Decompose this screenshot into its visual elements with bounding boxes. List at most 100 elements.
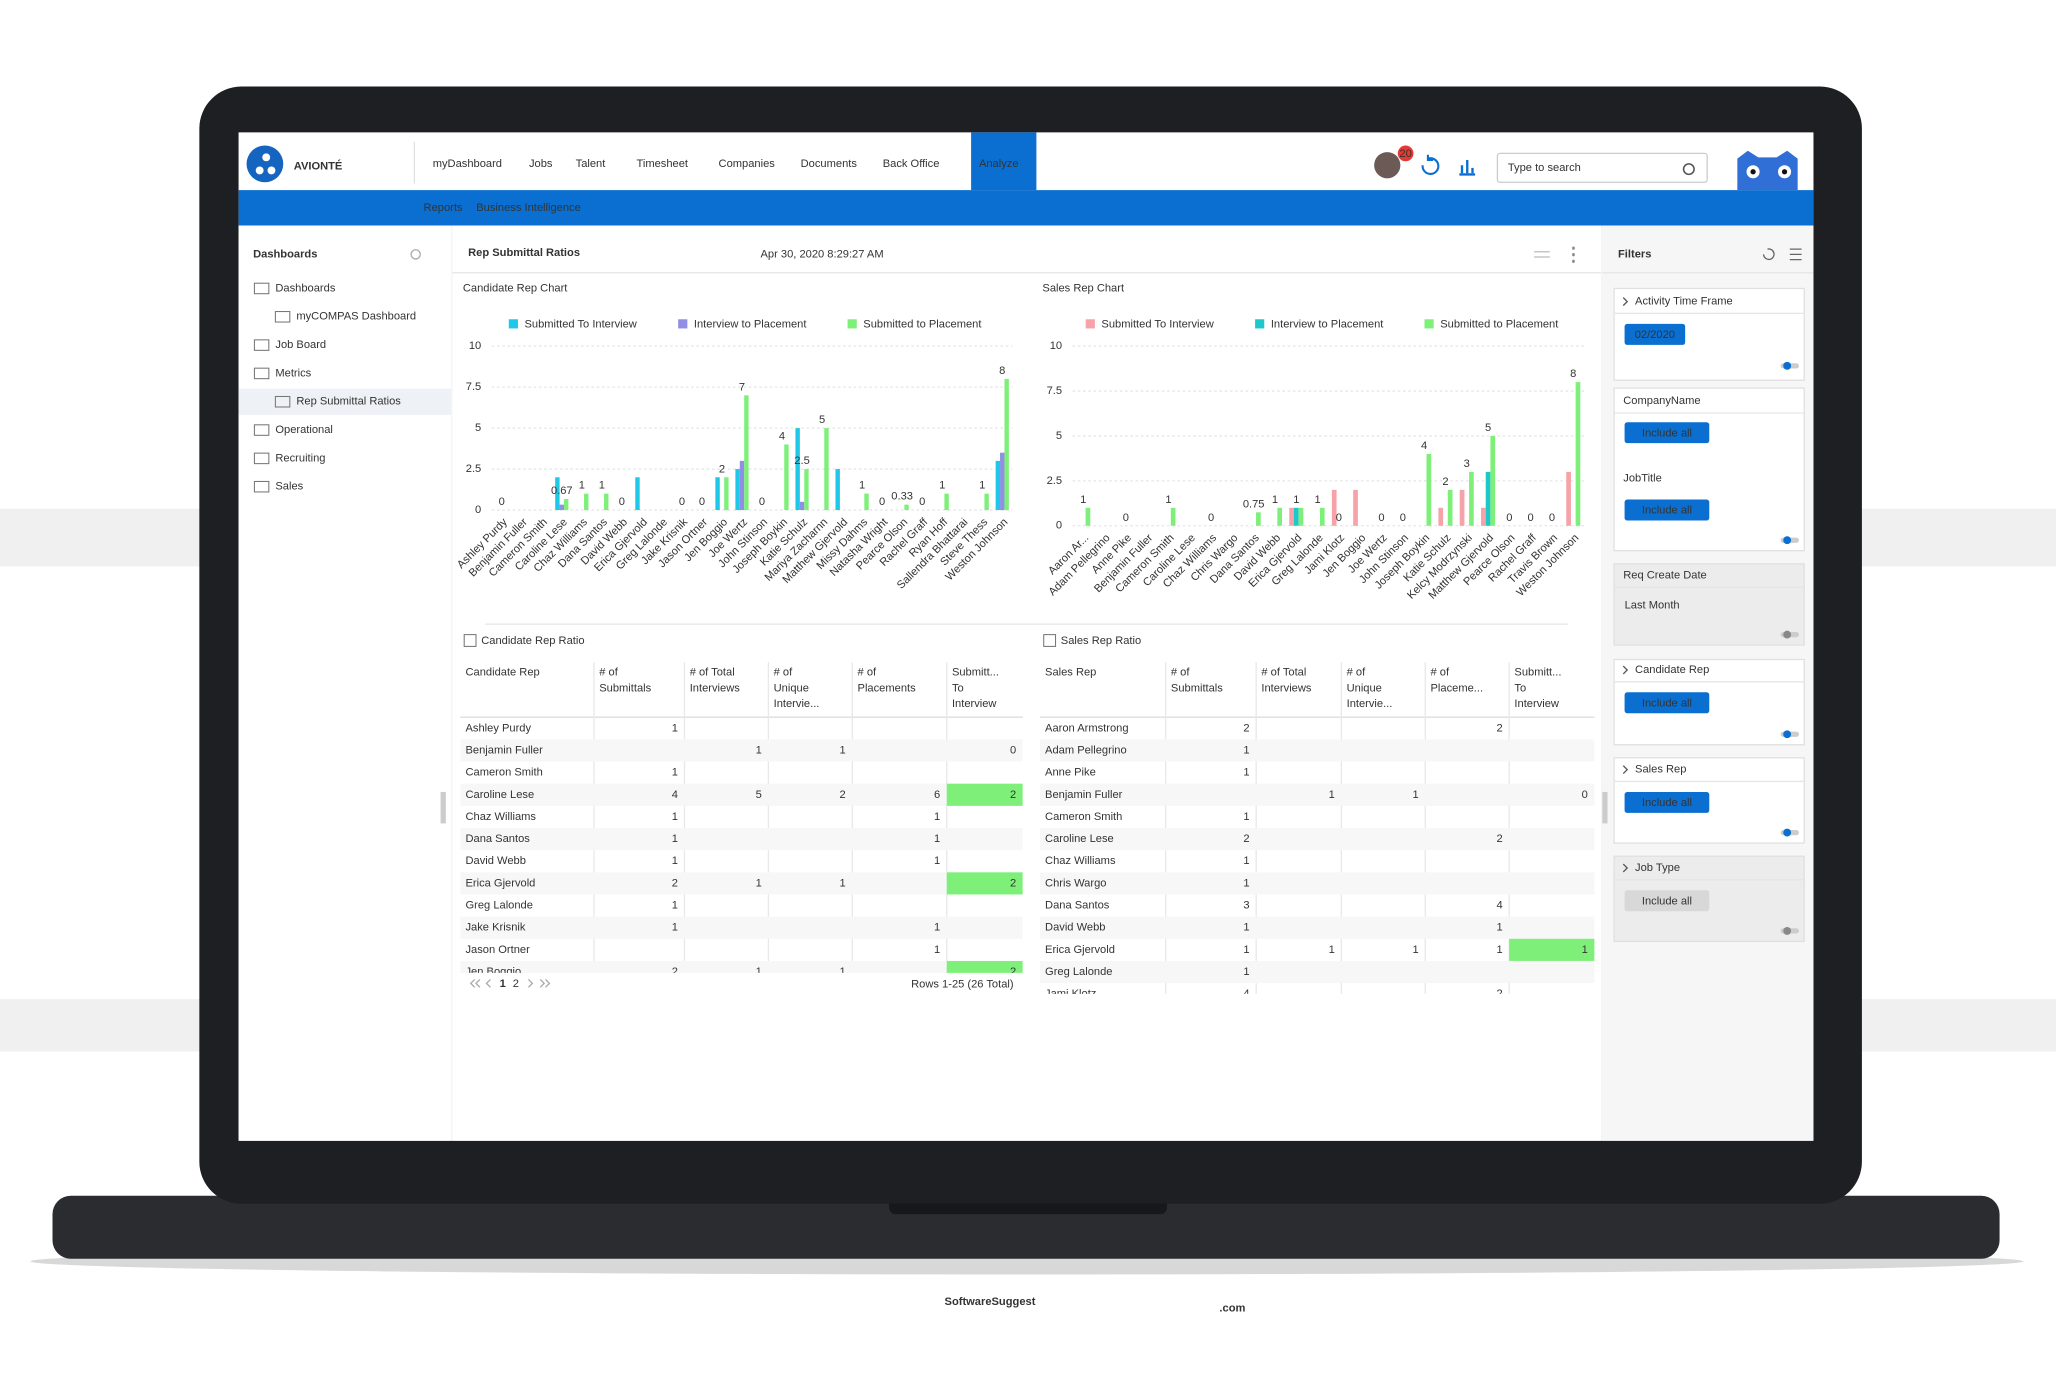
bar xyxy=(864,493,869,511)
filter-chip[interactable] xyxy=(1624,791,1710,813)
data-label: 0 xyxy=(1400,512,1406,524)
cell-value: 1 xyxy=(934,855,940,867)
sidebar-search-icon[interactable] xyxy=(410,249,421,260)
sidebar-item[interactable]: Sales xyxy=(275,481,303,493)
sidebar-item[interactable]: myCOMPAS Dashboard xyxy=(296,311,416,323)
y-tick-label: 7.5 xyxy=(1047,385,1062,397)
sidebar-item[interactable]: Job Board xyxy=(275,339,326,351)
toggle-knob[interactable] xyxy=(1783,926,1792,935)
logo-text: AVIONTÉ xyxy=(294,159,343,172)
table-icon xyxy=(463,634,477,647)
table-icon xyxy=(1043,634,1057,647)
bar xyxy=(1438,507,1444,526)
filter-chip[interactable] xyxy=(1624,499,1710,521)
cell-value: 2 xyxy=(1496,722,1502,734)
sidebar-item[interactable]: Operational xyxy=(275,424,333,436)
search-box[interactable] xyxy=(1496,152,1708,183)
filter-chip[interactable] xyxy=(1624,422,1710,444)
subnav-item[interactable]: Reports xyxy=(424,202,463,214)
data-label: 0 xyxy=(679,496,685,508)
toggle-knob[interactable] xyxy=(1783,361,1792,370)
menu-item[interactable]: Documents xyxy=(801,158,858,170)
menu-item[interactable]: Timesheet xyxy=(636,158,688,170)
data-label: 7 xyxy=(739,381,745,393)
column-header: # of Total xyxy=(690,667,735,679)
active-tab xyxy=(971,132,1037,191)
pager-arrows[interactable] xyxy=(469,978,551,988)
menu-item[interactable]: Analyze xyxy=(979,158,1019,170)
legend-label: Submitted To Interview xyxy=(525,318,638,330)
filter-label: Sales Rep xyxy=(1635,764,1686,776)
menu-item[interactable]: Talent xyxy=(576,158,607,170)
cell-value: 1 xyxy=(1413,944,1419,956)
highlight-cell xyxy=(946,783,1023,806)
filter-chip[interactable] xyxy=(1624,692,1710,714)
watermark-suffix: .com xyxy=(1219,1302,1245,1314)
filter-chip[interactable] xyxy=(1624,323,1686,345)
column-header: Submitt... xyxy=(952,667,999,679)
legend-swatch xyxy=(1085,319,1095,329)
bar xyxy=(784,444,789,511)
bar xyxy=(1459,489,1465,526)
cell-value: 3 xyxy=(1243,900,1249,912)
row-label: Greg Lalonde xyxy=(1045,966,1112,978)
column-header: # of xyxy=(1171,667,1190,679)
row-label: Adam Pellegrino xyxy=(1045,744,1127,756)
bar xyxy=(1085,507,1091,526)
cell-value: 1 xyxy=(1243,966,1249,978)
cell-value: 1 xyxy=(1582,944,1588,956)
row-stripe xyxy=(1039,872,1595,895)
bar xyxy=(835,469,840,511)
bar xyxy=(635,477,640,511)
row-label: Dana Santos xyxy=(1045,900,1110,912)
folder-icon xyxy=(253,282,270,295)
subnav-item[interactable]: Business Intelligence xyxy=(476,202,581,214)
filter-chip-label: 02/2020 xyxy=(1635,329,1675,341)
sidebar-item[interactable]: Metrics xyxy=(275,367,311,379)
cell-value: 1 xyxy=(672,833,678,845)
toggle-knob[interactable] xyxy=(1783,630,1792,639)
filters-refresh-icon[interactable] xyxy=(1762,248,1775,261)
row-label: Greg Lalonde xyxy=(466,900,533,912)
toggle-knob[interactable] xyxy=(1783,730,1792,739)
data-label: 4 xyxy=(779,431,785,443)
bar xyxy=(1331,489,1337,526)
menu-item[interactable]: Companies xyxy=(719,158,776,170)
refresh-icon[interactable] xyxy=(1421,154,1440,175)
row-label: Caroline Lese xyxy=(1045,833,1114,845)
toggle-knob[interactable] xyxy=(1783,536,1792,545)
watermark: SoftwareSuggest xyxy=(945,1296,1036,1308)
bar xyxy=(564,499,569,511)
sidebar-item[interactable]: Recruiting xyxy=(275,452,325,464)
sidebar-item[interactable]: Rep Submittal Ratios xyxy=(296,396,401,408)
filter-label: Activity Time Frame xyxy=(1635,296,1733,308)
page-number[interactable]: 1 xyxy=(500,978,506,990)
chart-icon[interactable] xyxy=(1459,159,1476,176)
cell-value: 1 xyxy=(1243,767,1249,779)
data-label: 0 xyxy=(759,496,765,508)
bar xyxy=(1298,507,1304,526)
toggle-knob[interactable] xyxy=(1783,828,1792,837)
menu-item[interactable]: Back Office xyxy=(883,158,940,170)
cell-value: 1 xyxy=(672,855,678,867)
filter-chip[interactable] xyxy=(1624,890,1710,912)
export-icon[interactable] xyxy=(1534,251,1550,258)
column-header: Submittals xyxy=(599,682,651,694)
bar xyxy=(1469,471,1474,526)
cell-value: 0 xyxy=(1010,744,1016,756)
menu-item[interactable]: myDashboard xyxy=(433,158,502,170)
row-label: Ashley Purdy xyxy=(466,722,532,734)
column-header: Unique xyxy=(774,682,809,694)
highlight-cell xyxy=(1509,938,1595,961)
bar xyxy=(604,493,609,511)
data-label: 0.33 xyxy=(891,491,913,503)
sidebar-item[interactable]: Dashboards xyxy=(275,282,335,294)
page-number[interactable]: 2 xyxy=(513,978,519,990)
menu-item[interactable]: Jobs xyxy=(529,158,553,170)
filters-menu-icon[interactable] xyxy=(1789,248,1802,261)
data-label: 0 xyxy=(499,496,505,508)
y-tick-label: 5 xyxy=(1056,430,1062,442)
data-label: 1 xyxy=(1165,494,1171,506)
avatar[interactable] xyxy=(1374,152,1401,179)
